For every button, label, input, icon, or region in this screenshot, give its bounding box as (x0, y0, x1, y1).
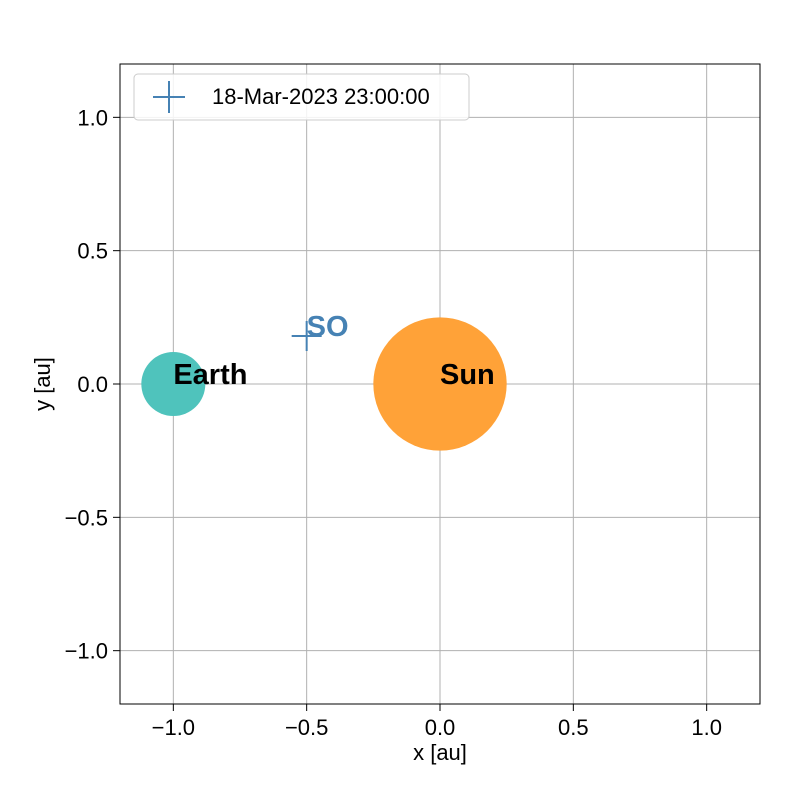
ticks: −1.0 −0.5 0.0 0.5 1.0 −1.0 −0.5 0.0 0.5 1.0 (65, 105, 722, 740)
legend-box (133, 73, 470, 121)
earth-disc (141, 352, 206, 416)
x-tick-label: −1.0 (152, 715, 195, 740)
y-tick-label: 1.0 (77, 105, 108, 130)
x-tick-label: 0.5 (558, 715, 589, 740)
x-tick-label: 0.0 (425, 715, 456, 740)
markers-layer: SO (291, 311, 349, 351)
sun-disc (373, 317, 507, 451)
legend: 18-Mar-2023 23:00:00 (133, 73, 470, 121)
x-tick-label: 1.0 (691, 715, 722, 740)
x-axis-label: x [au] (413, 740, 467, 765)
legend-entry: 18-Mar-2023 23:00:00 (212, 84, 430, 109)
earth-label: Earth (173, 359, 247, 391)
y-tick-label: −1.0 (65, 639, 108, 664)
y-axis-label: y [au] (30, 357, 55, 411)
sun-label: Sun (440, 359, 495, 391)
bodies-layer: Sun Earth (141, 317, 507, 451)
so-label: SO (307, 311, 349, 343)
y-tick-label: 0.5 (77, 239, 108, 264)
x-tick-label: −0.5 (285, 715, 328, 740)
y-tick-label: −0.5 (65, 505, 108, 530)
y-tick-label: 0.0 (77, 372, 108, 397)
